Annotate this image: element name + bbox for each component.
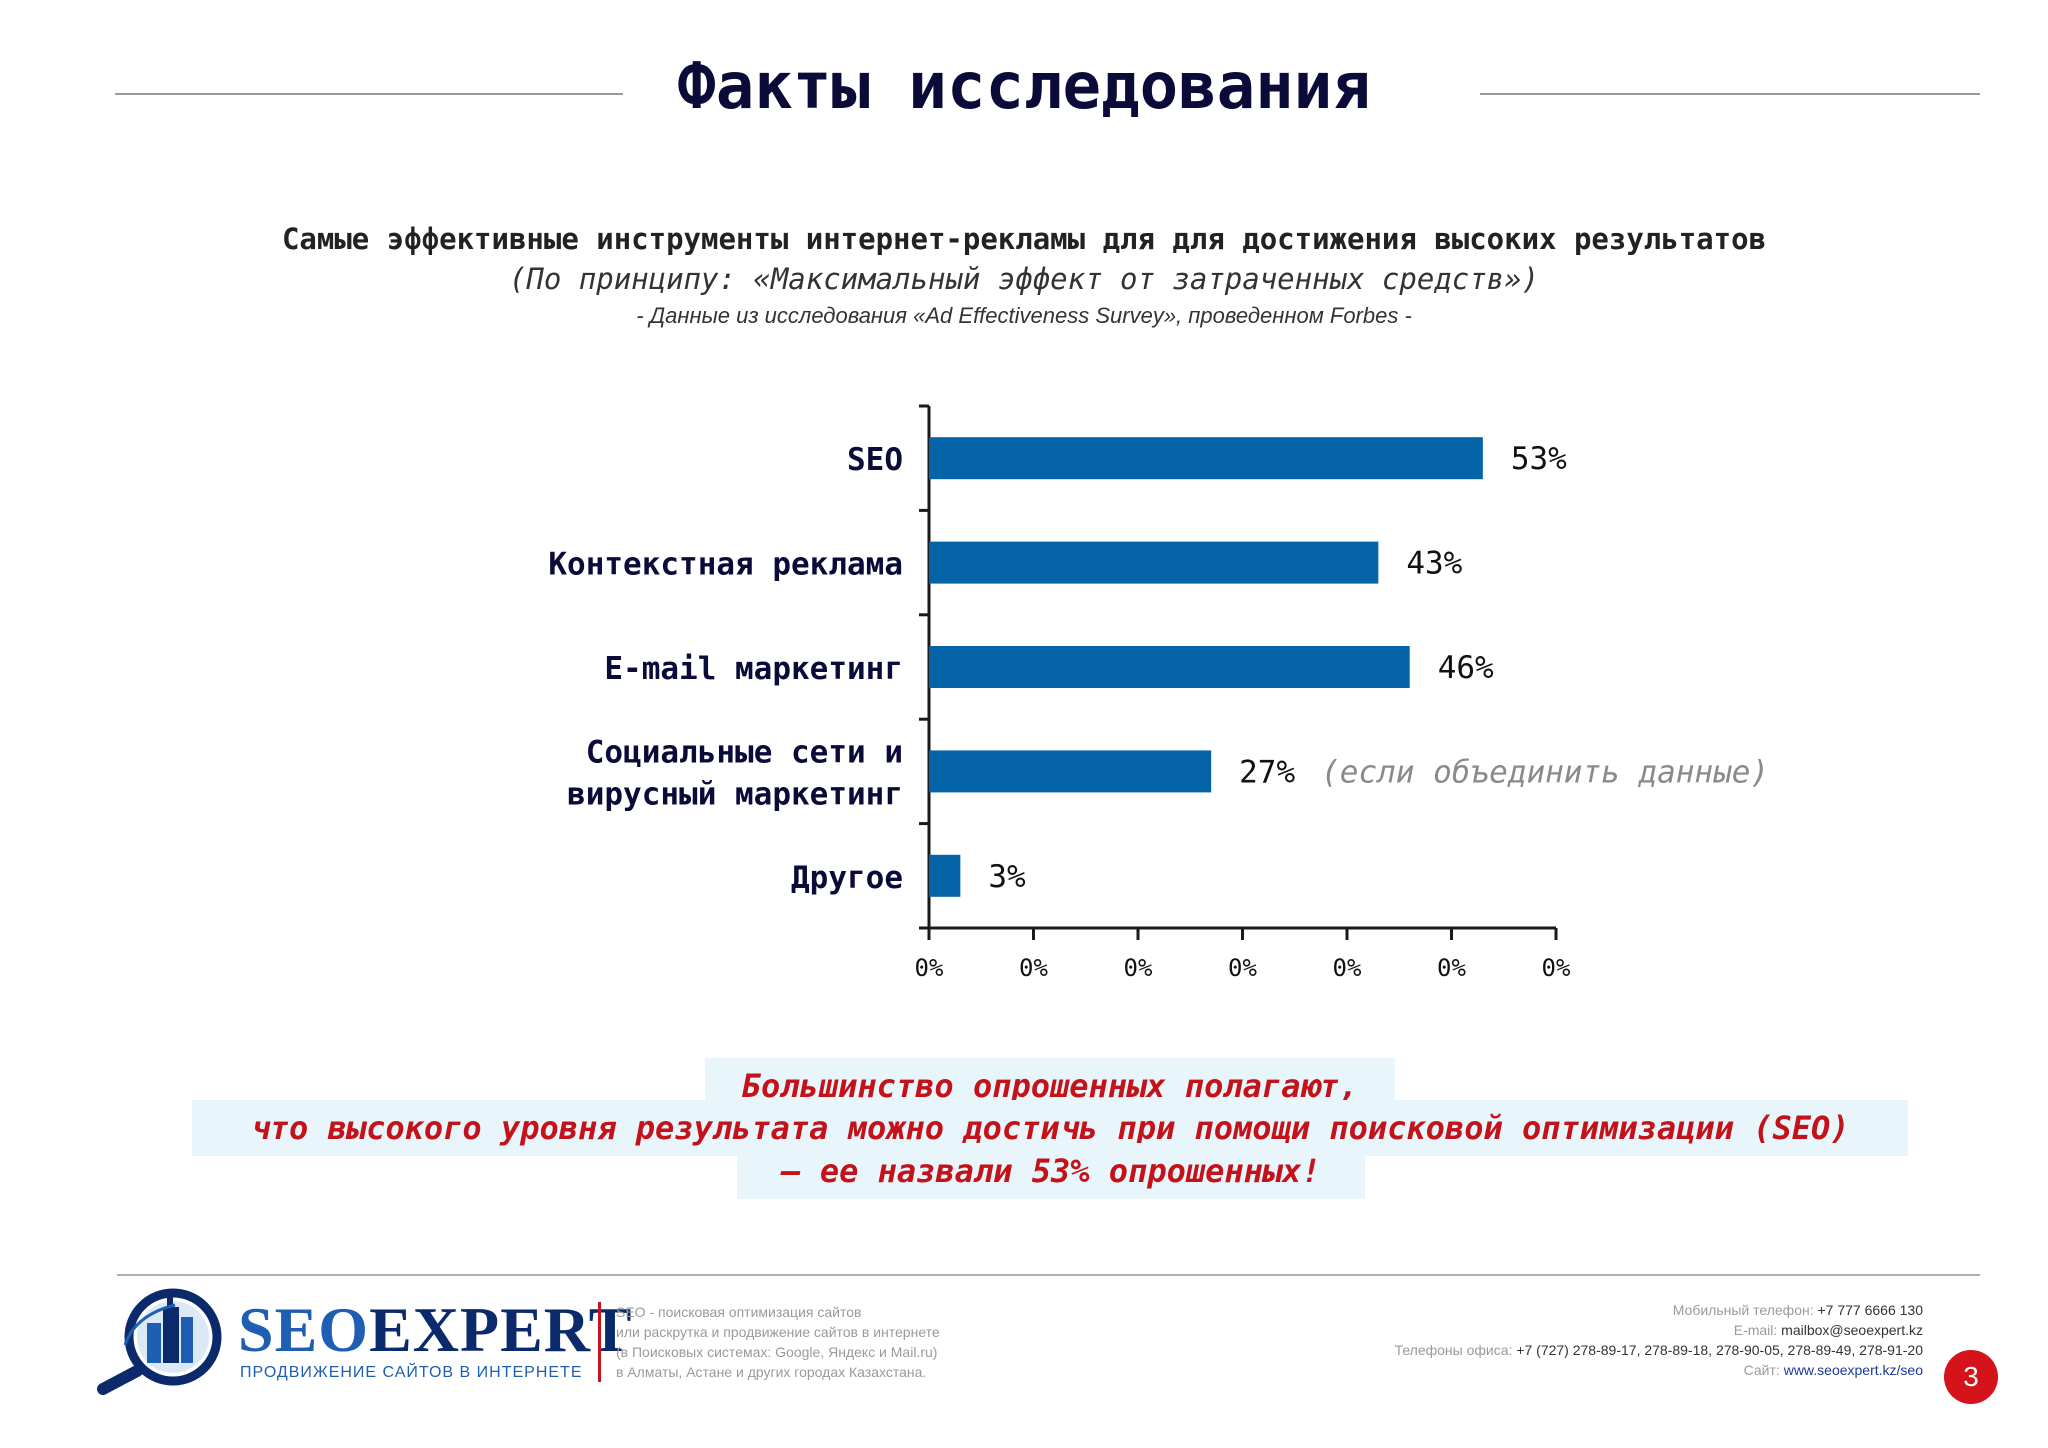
desc-line: или раскрутка и продвижение сайтов в инт… (616, 1324, 940, 1340)
email-link[interactable]: mailbox@seoexpert.kz (1781, 1322, 1923, 1338)
company-description: SEO - поисковая оптимизация сайтов или р… (616, 1302, 940, 1382)
logo-divider (598, 1302, 601, 1382)
footer-rule (117, 1274, 1980, 1276)
x-tick-label: 0% (1228, 954, 1257, 982)
bar-chart: 0% 0% 0% 0% 0% 0% 0% SEO 53% Контекстная реклама 4… (548, 404, 1769, 982)
bar-annotation: (если объединить данные) (1321, 754, 1769, 790)
site-link[interactable]: www.seoexpert.kz/seo (1783, 1362, 1923, 1378)
value-label: 43% (1406, 546, 1462, 582)
mobile-phone[interactable]: +7 777 6666 130 (1817, 1302, 1924, 1318)
desc-line: (в Поисковых системах: Google, Яндекс и … (616, 1344, 938, 1360)
header-rule-right (1480, 93, 1980, 95)
brand-expert: EXPERT (369, 1294, 633, 1365)
x-tick-label: 0% (1333, 954, 1362, 982)
mobile-label: Мобильный телефон: (1672, 1302, 1814, 1318)
x-tick-label: 0% (1124, 954, 1153, 982)
chart-subtitle: Самые эффективные инструменты интернет-р… (281, 222, 1767, 256)
email-label: E-mail: (1733, 1322, 1778, 1338)
contacts-block: Мобильный телефон: +7 777 6666 130 E-mai… (1395, 1300, 1923, 1380)
bar (929, 541, 1379, 584)
desc-line: SEO - поисковая оптимизация сайтов (616, 1304, 862, 1320)
x-tick-label: 0% (1019, 954, 1048, 982)
value-label: 46% (1438, 650, 1494, 686)
category-label: Другое (791, 860, 903, 896)
bar (929, 646, 1410, 688)
callout-line-3: – ее назвали 53% опрошенных! (737, 1143, 1365, 1199)
office-label: Телефоны офиса: (1394, 1342, 1513, 1358)
x-tick-label: 0% (1542, 954, 1571, 982)
bar (929, 437, 1483, 480)
callout-line-2: что высокого уровня результата можно дос… (192, 1100, 1908, 1156)
brand-logo-text: SEOEXPERT (238, 1295, 632, 1365)
site-label: Сайт: (1743, 1362, 1780, 1378)
bar (929, 854, 961, 897)
header-rule-left (115, 93, 623, 95)
office-phones: +7 (727) 278-89-17, 278-89-18, 278-90-05… (1516, 1342, 1923, 1358)
value-label: 3% (988, 859, 1026, 895)
category-label: SEO (847, 442, 903, 478)
category-label: E-mail маркетинг (604, 651, 903, 687)
category-label: Контекстная реклама (548, 547, 903, 583)
category-label: вирусный маркетинг (567, 776, 903, 812)
page-title: Факты исследования (677, 50, 1371, 124)
page-number-badge: 3 (1944, 1350, 1998, 1404)
bar (929, 750, 1212, 793)
value-label: 53% (1511, 441, 1567, 477)
brand-seo: SEO (238, 1294, 370, 1365)
x-tick-label: 0% (915, 954, 944, 982)
data-source-note: - Данные из исследования «Ad Effectivene… (636, 303, 1412, 328)
brand-tagline: ПРОДВИЖЕНИЕ САЙТОВ В ИНТЕРНЕТЕ (240, 1364, 583, 1381)
category-label: Социальные сети и (586, 734, 903, 770)
desc-line: в Алматы, Астане и других городах Казахс… (616, 1364, 927, 1380)
x-tick-label: 0% (1437, 954, 1466, 982)
chart-subtitle-note: (По принципу: «Максимальный эффект от за… (508, 262, 1540, 296)
magnifier-buildings-icon (97, 1288, 222, 1395)
value-label: 27% (1239, 754, 1295, 790)
